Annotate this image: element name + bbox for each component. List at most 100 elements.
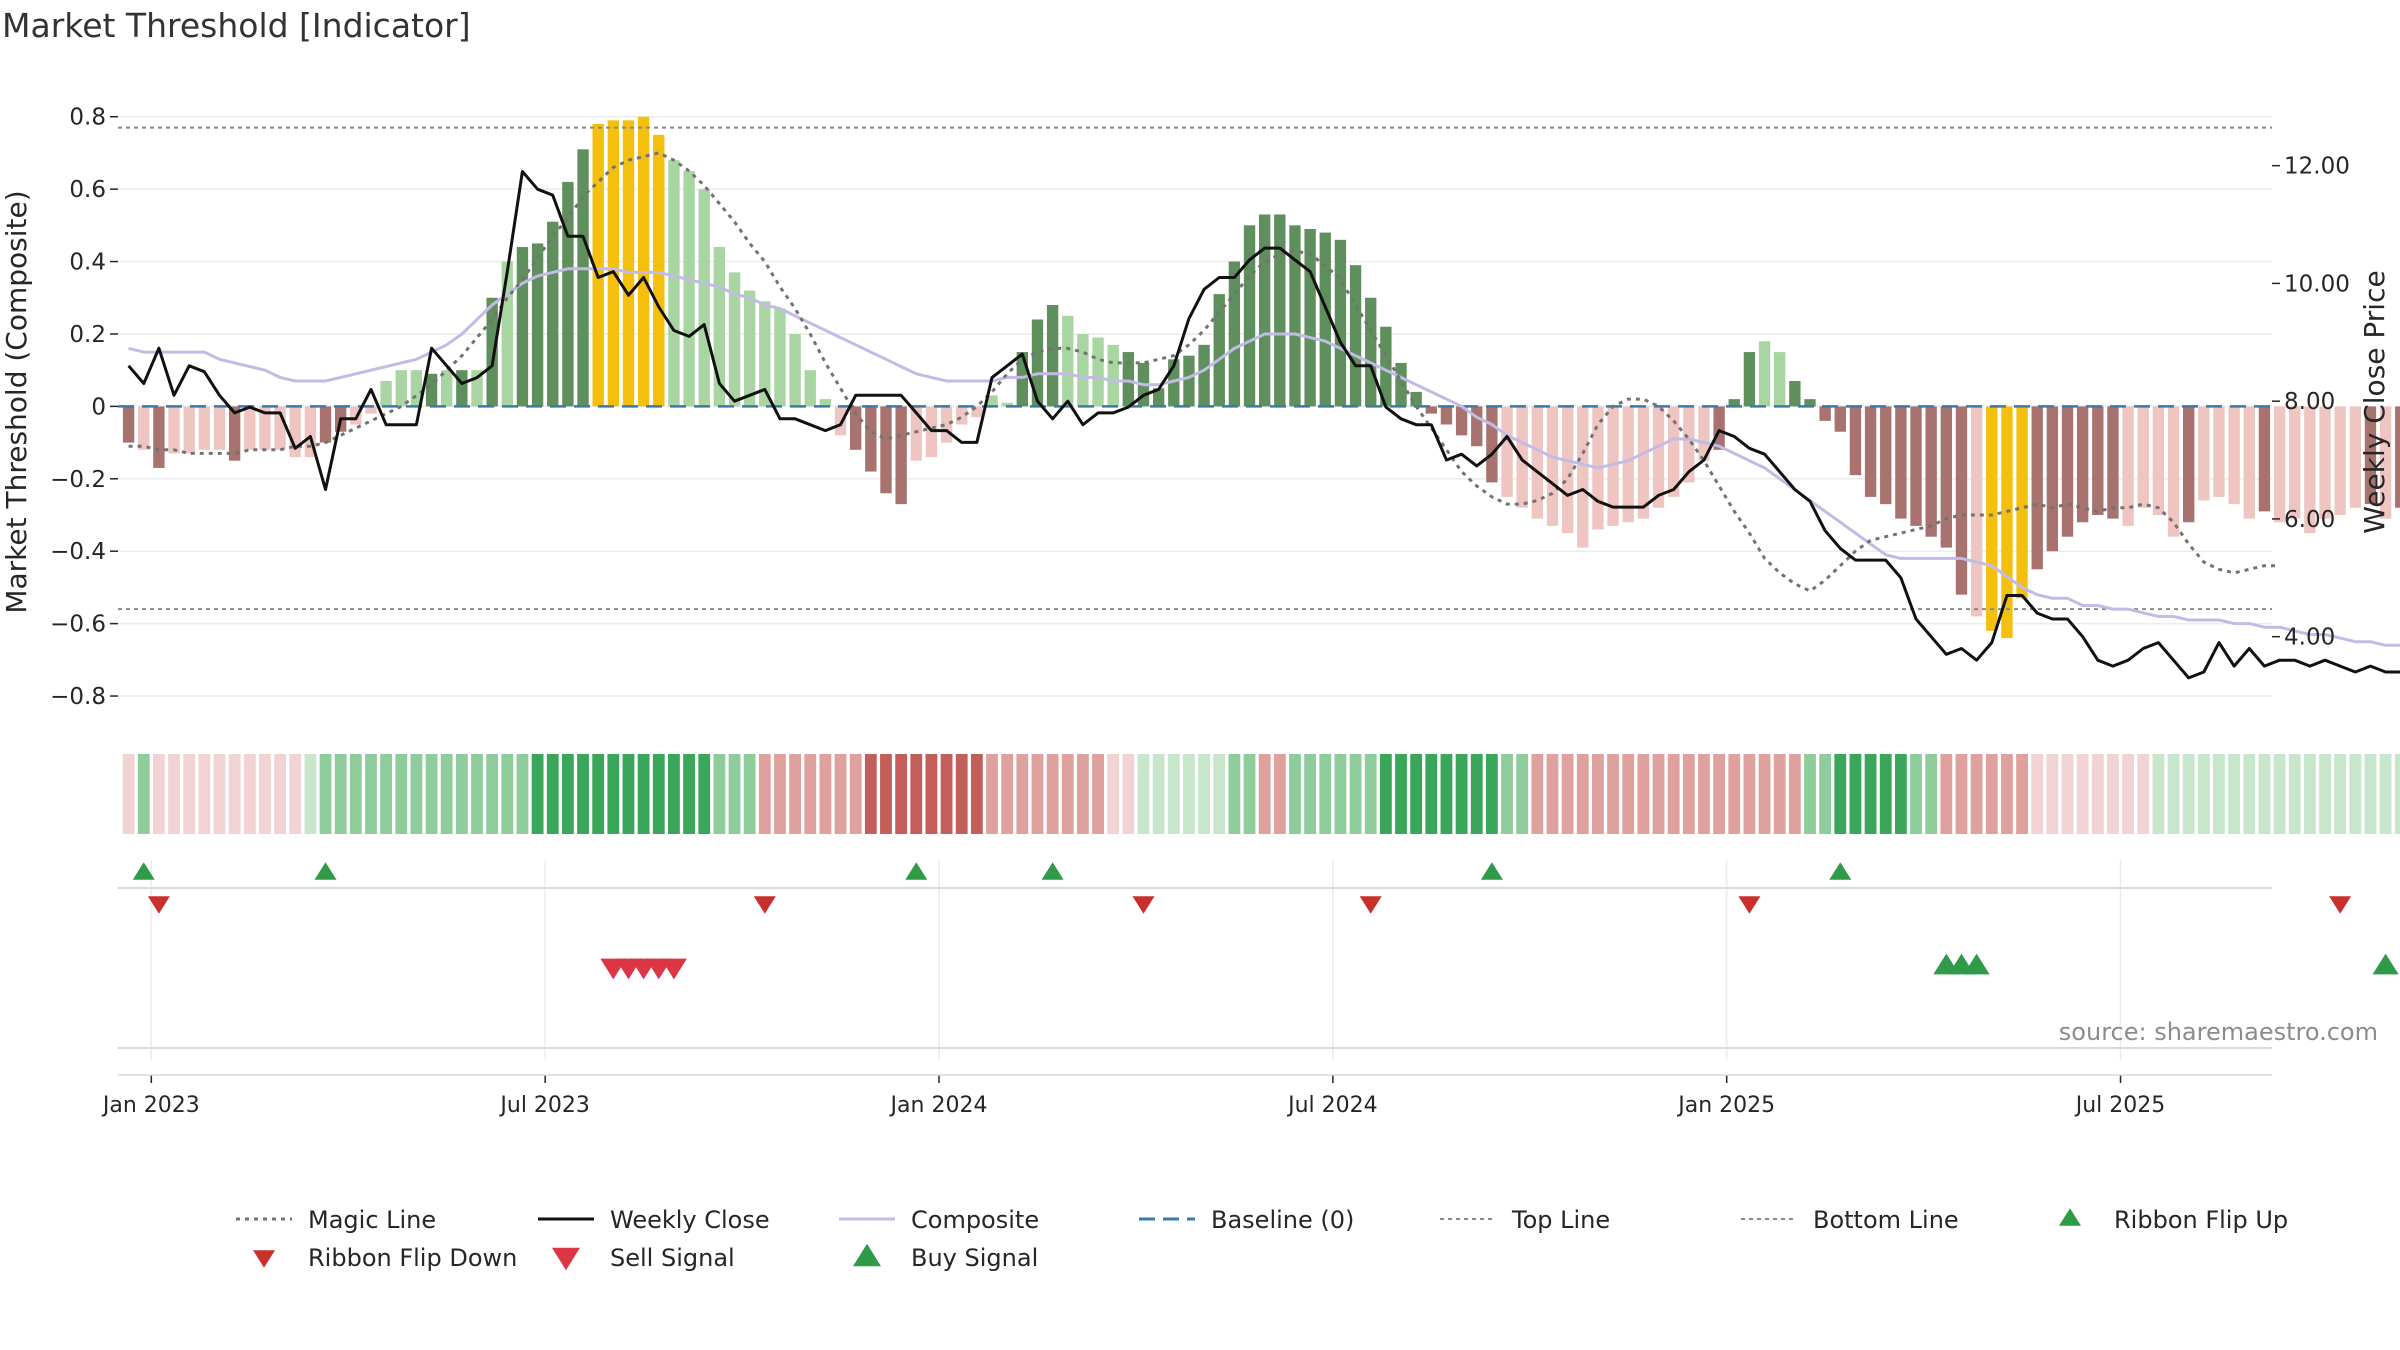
ribbon-cell bbox=[1061, 754, 1074, 834]
ribbon-cell bbox=[2319, 754, 2331, 834]
composite-bar bbox=[425, 373, 438, 407]
composite-bar bbox=[1334, 239, 1347, 407]
ribbon-cell bbox=[789, 754, 802, 834]
legend-item: Bottom Line bbox=[1741, 1206, 1959, 1234]
ribbon-cell bbox=[2016, 754, 2028, 834]
composite-bar bbox=[1789, 381, 1801, 407]
composite-bar bbox=[819, 399, 832, 407]
ribbon-cell bbox=[365, 754, 377, 834]
ribbon-cell bbox=[1470, 754, 1483, 834]
ribbon-cell bbox=[2394, 754, 2400, 834]
ribbon-cell bbox=[880, 754, 892, 834]
composite-bar bbox=[850, 406, 862, 450]
ribbon-cell bbox=[849, 754, 862, 834]
composite-bar bbox=[122, 406, 135, 443]
composite-bar bbox=[880, 406, 892, 494]
ribbon-cell bbox=[349, 754, 362, 834]
composite-bar bbox=[138, 406, 150, 450]
composite-bar bbox=[1425, 406, 1437, 414]
y-tick-label-left: −0.4 bbox=[50, 539, 106, 565]
composite-bar bbox=[2334, 406, 2346, 515]
composite-bar bbox=[198, 406, 211, 450]
ribbon-cell bbox=[577, 754, 589, 834]
ribbon-cell bbox=[622, 754, 635, 834]
composite-bar bbox=[1077, 333, 1089, 407]
composite-bar bbox=[2001, 406, 2013, 639]
composite-bar bbox=[562, 181, 574, 407]
composite-bar bbox=[471, 370, 483, 407]
ribbon-cell bbox=[1364, 754, 1377, 834]
composite-bar bbox=[319, 406, 332, 443]
composite-bar bbox=[940, 406, 953, 443]
buy-signal-marker bbox=[1963, 953, 1990, 975]
ribbon-flip-down-marker bbox=[1132, 896, 1155, 914]
ribbon-cell bbox=[1607, 754, 1619, 834]
composite-bar bbox=[1183, 355, 1195, 407]
y-tick-label-left: −0.6 bbox=[50, 612, 106, 638]
ribbon-cell bbox=[728, 754, 741, 834]
composite-bar bbox=[365, 406, 377, 414]
ribbon-cell bbox=[243, 754, 256, 834]
ribbon-cell bbox=[652, 754, 665, 834]
composite-bar bbox=[244, 406, 256, 450]
ribbon-cell bbox=[1804, 754, 1816, 834]
ribbon-cell bbox=[1561, 754, 1574, 834]
legend-label: Top Line bbox=[1511, 1206, 1610, 1234]
composite-bar bbox=[1001, 402, 1013, 407]
ribbon-cell bbox=[213, 754, 226, 834]
composite-bar bbox=[910, 406, 922, 461]
ribbon-cell bbox=[1152, 754, 1165, 834]
ribbon-cell bbox=[1516, 754, 1529, 834]
x-tick-label: Jan 2023 bbox=[101, 1093, 200, 1118]
ribbon-cell bbox=[486, 754, 499, 834]
composite-bar bbox=[2031, 406, 2043, 570]
ribbon-cell bbox=[1925, 754, 1938, 834]
ribbon-cell bbox=[1652, 754, 1665, 834]
ribbon-cell bbox=[1667, 754, 1680, 834]
composite-bar bbox=[259, 406, 271, 450]
composite-bar bbox=[350, 406, 362, 425]
ribbon-cell bbox=[2258, 754, 2271, 834]
composite-bar bbox=[531, 243, 544, 407]
composite-bar bbox=[1092, 337, 1104, 407]
legend-label: Baseline (0) bbox=[1211, 1206, 1354, 1234]
composite-bar bbox=[1864, 406, 1877, 497]
composite-bar bbox=[1486, 406, 1498, 483]
ribbon-cell bbox=[1698, 754, 1710, 834]
y-tick-label-left: −0.8 bbox=[50, 684, 106, 710]
ribbon-cell bbox=[2061, 754, 2074, 834]
ribbon-cell bbox=[1213, 754, 1226, 834]
signal-panels bbox=[118, 862, 2399, 1076]
ribbon-cell bbox=[2046, 754, 2059, 834]
composite-bar bbox=[1925, 406, 1937, 537]
magic-line bbox=[128, 151, 2280, 593]
legend-item: Baseline (0) bbox=[1139, 1206, 1354, 1234]
composite-bar bbox=[1395, 362, 1407, 407]
legend-label: Weekly Close bbox=[610, 1206, 770, 1234]
y-axis-label-left: Market Threshold (Composite) bbox=[0, 190, 33, 613]
y-tick-label-left: 0.2 bbox=[69, 322, 106, 348]
ribbon-cell bbox=[289, 754, 302, 834]
sell-signal-marker bbox=[660, 958, 687, 980]
composite-bar bbox=[1652, 406, 1665, 508]
composite-bar bbox=[2364, 406, 2377, 505]
y-tick-label-right: 6.00 bbox=[2284, 507, 2335, 533]
composite-bar bbox=[1213, 294, 1225, 407]
ribbon-cell bbox=[228, 754, 241, 834]
ribbon-cell bbox=[592, 754, 605, 834]
weekly-close-line bbox=[127, 170, 2400, 680]
y-tick-label-left: 0.4 bbox=[69, 250, 106, 276]
ribbon-cell bbox=[2303, 754, 2316, 834]
composite-bar bbox=[1683, 406, 1695, 483]
ribbon-cell bbox=[2091, 754, 2104, 834]
composite-bar bbox=[1168, 359, 1180, 407]
composite-bar bbox=[1304, 228, 1316, 407]
composite-bar bbox=[1758, 341, 1771, 407]
composite-bar bbox=[1016, 352, 1028, 407]
composite-bar bbox=[2183, 406, 2195, 523]
ribbon-cell bbox=[1910, 754, 1922, 834]
ribbon-cell bbox=[1713, 754, 1726, 834]
composite-bar bbox=[956, 406, 968, 425]
composite-bar bbox=[153, 406, 165, 468]
composite-bar bbox=[2213, 406, 2225, 497]
